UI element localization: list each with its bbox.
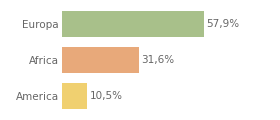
Bar [62,11,204,37]
Text: 31,6%: 31,6% [141,55,174,65]
Bar [62,83,87,109]
Text: 57,9%: 57,9% [206,19,239,29]
Bar [62,47,139,73]
Text: 10,5%: 10,5% [89,91,122,101]
